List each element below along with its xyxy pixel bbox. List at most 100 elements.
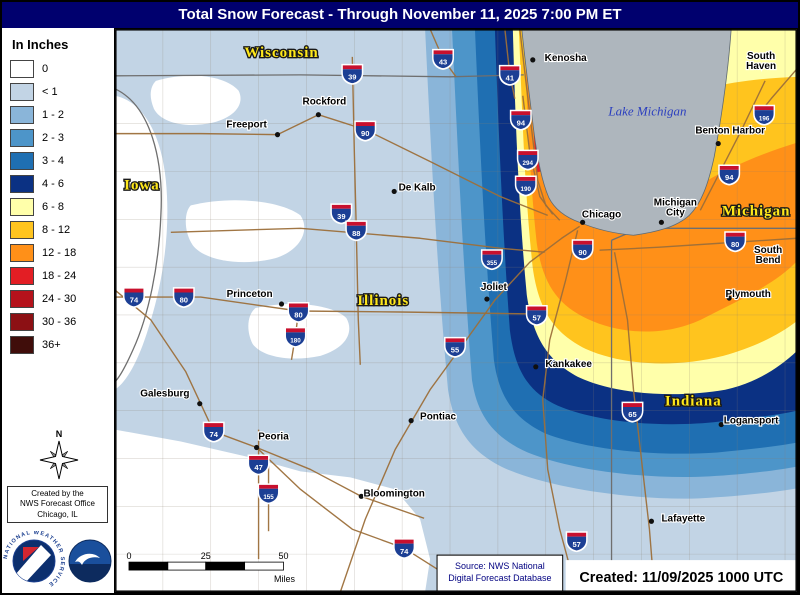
state-label-iowa: Iowa (124, 177, 160, 193)
interstate-shield-196: 196 (753, 104, 776, 126)
noaa-logo (68, 539, 112, 583)
interstate-number: 74 (209, 430, 218, 439)
interstate-number: 190 (521, 186, 532, 193)
city-dot (580, 219, 586, 225)
office-credit-line: Created by the (31, 489, 84, 498)
interstate-number: 355 (487, 260, 498, 267)
legend-row: 18 - 24 (10, 267, 76, 285)
legend-row: < 1 (10, 83, 76, 101)
interstate-number: 94 (517, 118, 526, 127)
scale-tick: 50 (279, 551, 289, 561)
nws-logo (12, 539, 56, 583)
legend-label: 3 - 4 (42, 155, 65, 167)
legend-label: 18 - 24 (42, 270, 77, 282)
interstate-number: 57 (533, 314, 541, 323)
city-label: De Kalb (399, 182, 436, 193)
interstate-shield-90: 90 (571, 239, 594, 261)
legend-row: 8 - 12 (10, 221, 76, 239)
interstate-number: 155 (263, 494, 274, 501)
city-label: Princeton (227, 289, 273, 300)
state-label-indiana: Indiana (665, 394, 722, 410)
legend-items: 0 < 1 1 - 2 2 - 3 3 - 4 4 - 6 6 - 8 8 - 12 12 - … (10, 60, 76, 359)
interstate-shield-80: 80 (724, 231, 747, 253)
interstate-number: 90 (361, 129, 369, 138)
state-label-illinois: Illinois (357, 293, 409, 309)
legend-swatch (10, 152, 34, 170)
created-text: Created: 11/09/2025 1000 UTC (579, 570, 783, 586)
scale-bar: 0 25 50 Miles (126, 551, 295, 584)
interstate-number: 80 (731, 240, 739, 249)
interstate-number: 47 (254, 463, 262, 472)
interstate-shield-39: 39 (341, 63, 364, 85)
interstate-shield-74: 74 (202, 421, 225, 443)
interstate-shield-190: 190 (514, 175, 537, 197)
legend-row: 36+ (10, 336, 76, 354)
interstate-number: 39 (337, 212, 345, 221)
compass-major-star (39, 440, 79, 480)
city-dot (278, 301, 285, 307)
legend-swatch (10, 129, 34, 147)
legend-swatch (10, 83, 34, 101)
legend-row: 30 - 36 (10, 313, 76, 331)
legend-swatch (10, 175, 34, 193)
legend-row: 1 - 2 (10, 106, 76, 124)
lake-michigan (521, 29, 732, 236)
legend-panel: In Inches 0 < 1 1 - 2 2 - 3 3 - 4 4 - 6 6 - 8 8… (2, 28, 114, 593)
interstate-shield-80: 80 (172, 287, 195, 309)
interstate-number: 57 (572, 540, 580, 549)
city-label: Bloomington (363, 488, 424, 499)
legend-swatch (10, 313, 34, 331)
legend-swatch (10, 244, 34, 262)
forecast-office-credit: Created by the NWS Forecast Office Chica… (7, 486, 108, 524)
lake-label: Lake Michigan (607, 104, 686, 119)
legend-row: 3 - 4 (10, 152, 76, 170)
city-dot (726, 295, 732, 301)
state-label-michigan: Michigan (722, 203, 791, 219)
legend-heading: In Inches (12, 37, 69, 52)
city-dot (197, 401, 203, 407)
city-label: Benton Harbor (695, 126, 765, 137)
interstate-number: 80 (180, 296, 188, 305)
interstate-number: 41 (506, 73, 514, 82)
compass-north-label: N (56, 429, 63, 439)
legend-label: 0 (42, 63, 49, 75)
legend-label: 36+ (42, 339, 61, 351)
city-label: Pontiac (420, 412, 456, 423)
map-border (115, 29, 797, 592)
interstate-number: 90 (578, 248, 586, 257)
legend-row: 24 - 30 (10, 290, 76, 308)
office-credit-line: Chicago, IL (37, 509, 78, 519)
legend-label: 24 - 30 (42, 293, 77, 305)
city-dot (484, 296, 490, 302)
city-dot (315, 112, 321, 118)
interstate-shield-65: 65 (621, 401, 644, 423)
city-labels: Kenosha South Haven Rockford Freeport Benton … (139, 50, 783, 526)
scale-tick: 25 (201, 551, 211, 561)
snow-band-0 (185, 200, 305, 263)
legend-row: 12 - 18 (10, 244, 76, 262)
interstate-shield-57: 57 (525, 305, 548, 326)
interstate-shield-88: 88 (345, 220, 368, 242)
interstate-number: 294 (523, 160, 534, 167)
interstate-number: 180 (290, 337, 301, 344)
snow-band-0 (115, 95, 168, 390)
interstate-shield-43: 43 (432, 48, 455, 70)
interstate-shield-74: 74 (393, 538, 416, 560)
map-area: Lake Michigan 39 43 41 90 94 294 190 39 88 355 90 8… (114, 28, 798, 593)
city-dot (658, 219, 664, 225)
interstate-number: 43 (439, 57, 447, 66)
city-label: Chicago (582, 209, 621, 220)
created-stamp: Created: 11/09/2025 1000 UTC (565, 560, 797, 592)
snow-band-0 (150, 75, 241, 125)
legend-row: 2 - 3 (10, 129, 76, 147)
compass-rose: N (39, 429, 79, 480)
interstate-number: 55 (451, 345, 459, 354)
city-dot (533, 364, 539, 370)
interstate-shield-294: 294 (516, 149, 539, 171)
interstate-number: 88 (352, 229, 360, 238)
agency-logos: NATIONAL WEATHER SERVICE (3, 531, 112, 588)
state-labels: Wisconsin Iowa Illinois Michigan Indiana (123, 44, 791, 412)
city-label: Kenosha (545, 53, 588, 64)
interstate-shields: 39 43 41 90 94 294 190 39 88 355 90 80 74 80 180 55 57 74… (122, 48, 776, 560)
